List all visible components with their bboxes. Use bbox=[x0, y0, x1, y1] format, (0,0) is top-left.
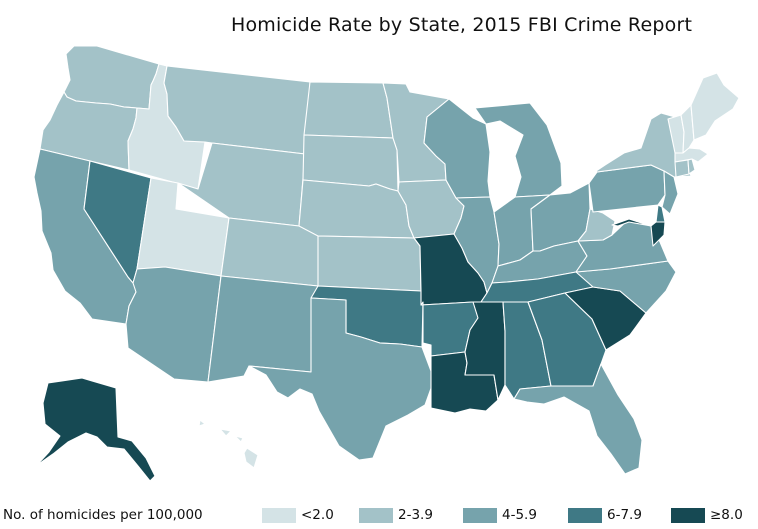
legend-swatch bbox=[463, 508, 497, 523]
state-ak bbox=[35, 377, 156, 482]
states-layer bbox=[33, 45, 740, 482]
legend-swatch bbox=[359, 508, 393, 523]
legend-swatch bbox=[568, 508, 602, 523]
legend-title: No. of homicides per 100,000 bbox=[3, 507, 203, 523]
legend-label: 6-7.9 bbox=[607, 507, 642, 523]
state-me bbox=[690, 72, 740, 141]
legend-swatch bbox=[262, 508, 296, 523]
state-az bbox=[125, 266, 222, 383]
legend: No. of homicides per 100,000 <2.0 2-3.9 … bbox=[0, 505, 758, 529]
legend-label: 2-3.9 bbox=[398, 507, 433, 523]
legend-label: <2.0 bbox=[301, 507, 334, 523]
state-ks bbox=[317, 235, 422, 292]
state-nd bbox=[303, 81, 394, 139]
map-title: Homicide Rate by State, 2015 FBI Crime R… bbox=[231, 14, 693, 36]
state-hi bbox=[198, 419, 259, 469]
state-ri bbox=[687, 158, 696, 175]
state-fl bbox=[513, 363, 643, 475]
legend-swatch bbox=[671, 508, 705, 523]
legend-label: 4-5.9 bbox=[502, 507, 537, 523]
state-nj bbox=[661, 170, 679, 215]
state-mt bbox=[163, 65, 311, 155]
state-tx bbox=[248, 297, 435, 461]
state-wv bbox=[577, 208, 616, 242]
state-ct bbox=[674, 159, 690, 178]
state-md bbox=[611, 218, 666, 247]
state-nm bbox=[207, 275, 319, 383]
us-choropleth-map bbox=[33, 45, 740, 482]
legend-label: ≥8.0 bbox=[710, 507, 743, 523]
state-wa bbox=[63, 45, 160, 110]
